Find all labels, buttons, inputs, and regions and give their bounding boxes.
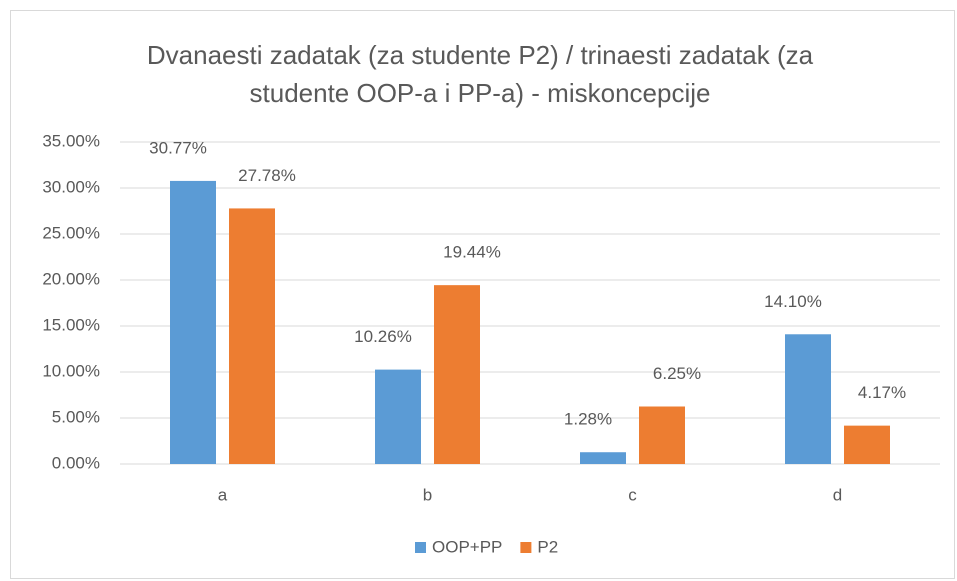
bar	[375, 369, 421, 464]
x-tick-label: d	[833, 485, 842, 504]
data-label: 4.17%	[858, 383, 906, 402]
y-tick-label: 5.00%	[52, 407, 100, 426]
y-tick-label: 35.00%	[42, 131, 100, 150]
data-label: 19.44%	[443, 243, 501, 262]
legend-label: P2	[537, 537, 558, 556]
bar	[639, 406, 685, 464]
data-label: 1.28%	[564, 410, 612, 429]
bar	[434, 285, 480, 464]
bar	[170, 180, 216, 464]
legend-label: OOP+PP	[432, 537, 502, 556]
y-tick-label: 20.00%	[42, 269, 100, 288]
data-label: 6.25%	[653, 364, 701, 383]
data-label: 30.77%	[149, 138, 207, 157]
y-tick-label: 25.00%	[42, 223, 100, 242]
data-label: 10.26%	[354, 327, 412, 346]
y-tick-label: 0.00%	[52, 453, 100, 472]
bar	[229, 208, 275, 464]
y-tick-label: 10.00%	[42, 361, 100, 380]
legend-swatch	[520, 542, 532, 553]
bar	[580, 452, 626, 464]
x-tick-label: b	[423, 485, 432, 504]
legend-swatch	[415, 542, 426, 553]
data-label: 14.10%	[764, 292, 822, 311]
x-tick-label: a	[218, 485, 228, 504]
bar	[785, 334, 831, 464]
y-tick-label: 15.00%	[42, 315, 100, 334]
y-tick-label: 30.00%	[42, 177, 100, 196]
bar	[844, 425, 890, 464]
x-tick-label: c	[628, 485, 637, 504]
chart-title: Dvanaesti zadatak (za studente P2) / tri…	[146, 40, 814, 108]
data-label: 27.78%	[238, 166, 296, 185]
chart-border	[10, 10, 955, 579]
